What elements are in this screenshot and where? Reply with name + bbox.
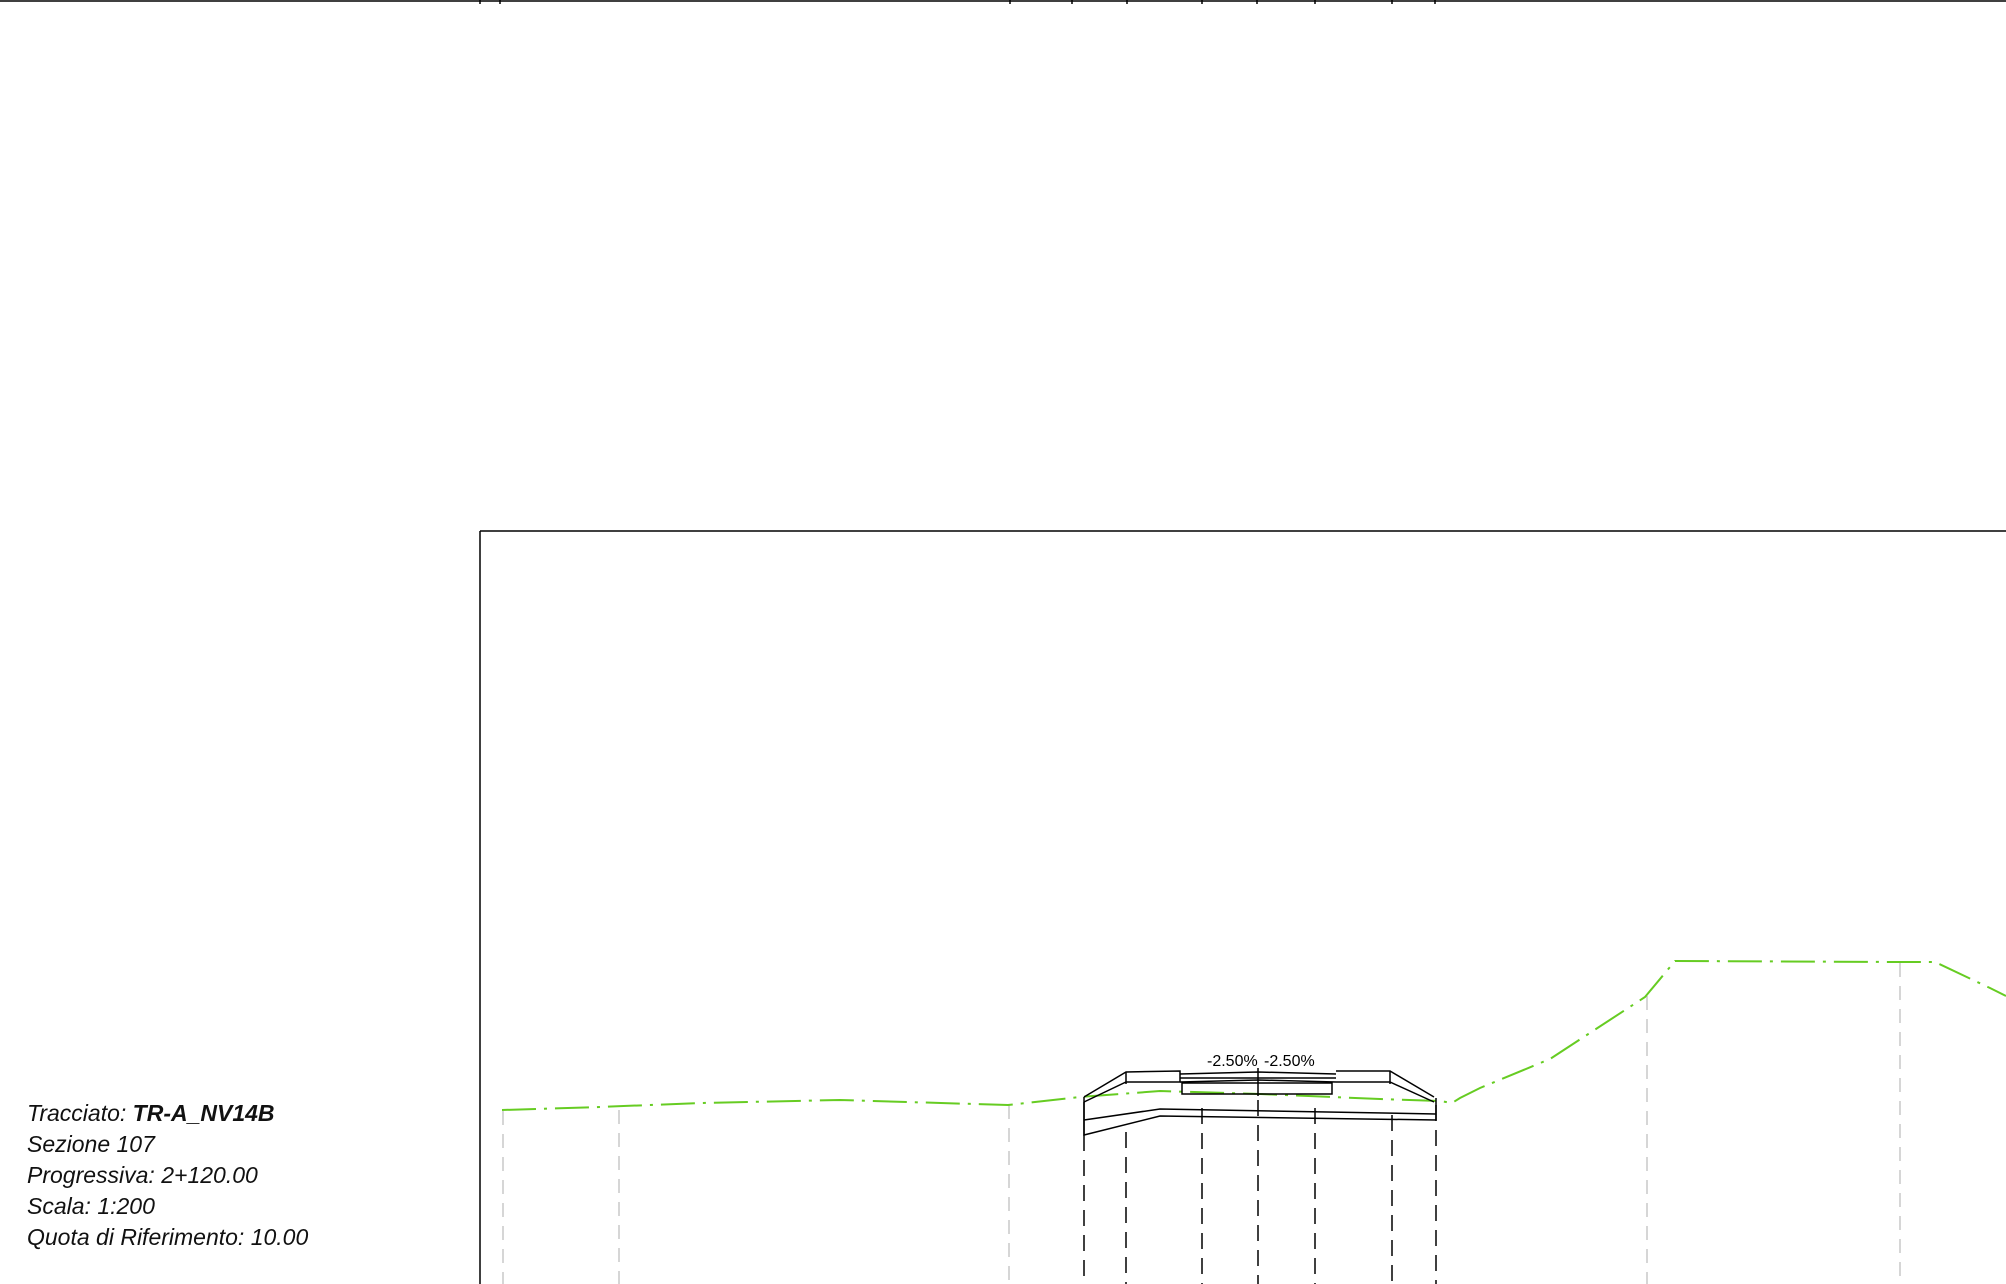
section-info-block: Tracciato: TR-A_NV14B Sezione 107 Progre…: [27, 1098, 308, 1253]
chainage: Progressiva: 2+120.00: [27, 1162, 258, 1188]
top-border: [0, 0, 2006, 4]
left-slope-label: -2.50%: [1207, 1053, 1258, 1070]
station-guide-lines: [502, 963, 1901, 1284]
alignment-value: TR-A_NV14B: [132, 1100, 275, 1126]
alignment-label: Tracciato:: [27, 1100, 133, 1126]
right-slope-label: -2.50%: [1264, 1053, 1315, 1070]
road-element-lines: [1083, 1100, 1437, 1284]
section-frame: [479, 530, 2006, 1284]
ground-profile-line: [501, 959, 2006, 1111]
alignment-line: Tracciato: TR-A_NV14B: [27, 1098, 308, 1129]
section-number: Sezione 107: [27, 1131, 155, 1157]
scale: Scala: 1:200: [27, 1193, 155, 1219]
road-section: [1083, 1068, 1437, 1136]
reference-level: Quota di Riferimento: 10.00: [27, 1224, 309, 1250]
